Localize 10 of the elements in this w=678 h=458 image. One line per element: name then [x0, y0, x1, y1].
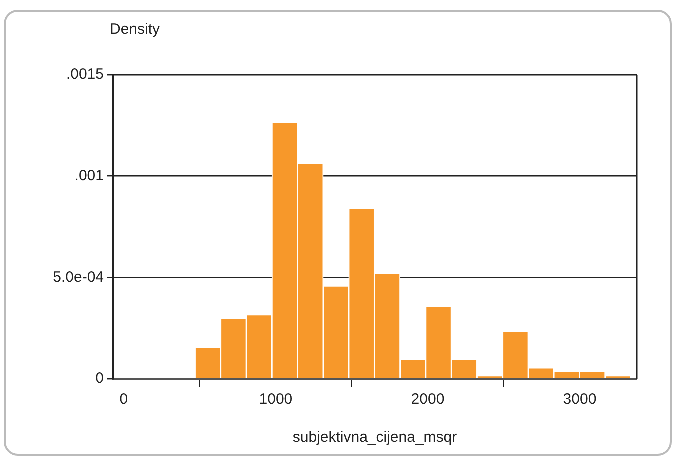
y-tick-label: .0015 [66, 66, 104, 84]
y-tick-label: .001 [74, 167, 104, 184]
x-tick-label: 2000 [411, 391, 445, 408]
y-axis-title: Density [110, 21, 161, 38]
x-tick-label: 0 [120, 391, 128, 408]
x-tick-label: 1000 [259, 391, 293, 408]
x-axis-title: subjektivna_cijena_msqr [292, 429, 458, 446]
y-tick-label: 5.0e-04 [53, 268, 104, 286]
x-tick-label: 3000 [563, 391, 597, 408]
y-tick-label: 0 [96, 370, 104, 388]
